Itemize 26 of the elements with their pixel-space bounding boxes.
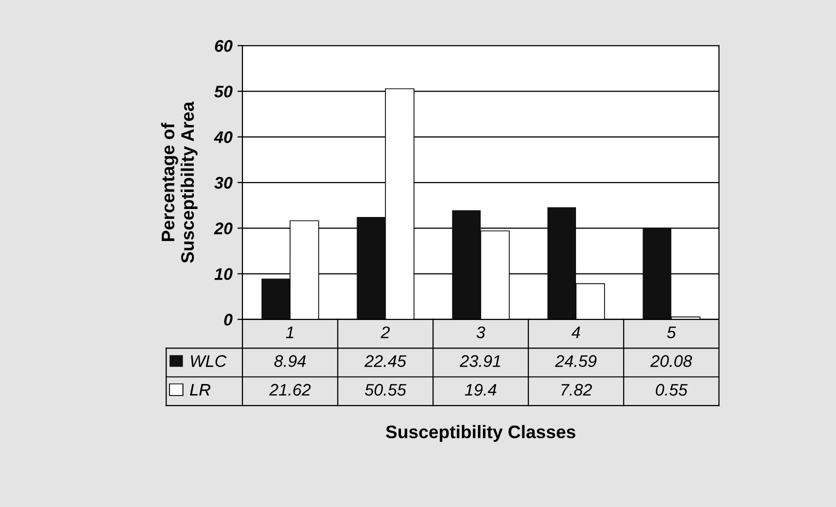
y-tick-label: 30 (214, 176, 233, 189)
x-tick-label: 3 (476, 326, 486, 338)
data-label: 0.55 (656, 384, 688, 396)
y-tick-label: 60 (214, 40, 233, 52)
x-tick-label: 5 (667, 326, 676, 338)
x-tick-label: 4 (571, 326, 580, 338)
x-axis-title: Susceptibility Classes (386, 425, 576, 442)
y-axis-title: Percentage of Susceptibility Area (161, 101, 198, 263)
data-label: 22.45 (364, 355, 406, 367)
y-tick-label: 10 (214, 268, 233, 280)
data-label: 23.91 (460, 355, 500, 367)
x-tick-label: 1 (286, 326, 294, 338)
y-tick-label: 40 (214, 131, 233, 144)
data-label: 20.08 (650, 355, 692, 367)
y-tick-label: 20 (214, 222, 233, 234)
y-tick-label: 0 (224, 314, 233, 326)
data-label: 19.4 (464, 384, 496, 396)
x-tick-label: 2 (380, 326, 390, 338)
data-label: 50.55 (364, 384, 406, 396)
data-label: 21.62 (269, 384, 311, 396)
y-tick-label: 50 (214, 86, 233, 98)
legend-label: LR (190, 384, 210, 396)
data-label: 24.59 (555, 355, 597, 367)
data-label: 8.94 (274, 355, 306, 367)
legend-label: WLC (190, 355, 227, 367)
data-label: 7.82 (562, 384, 592, 396)
